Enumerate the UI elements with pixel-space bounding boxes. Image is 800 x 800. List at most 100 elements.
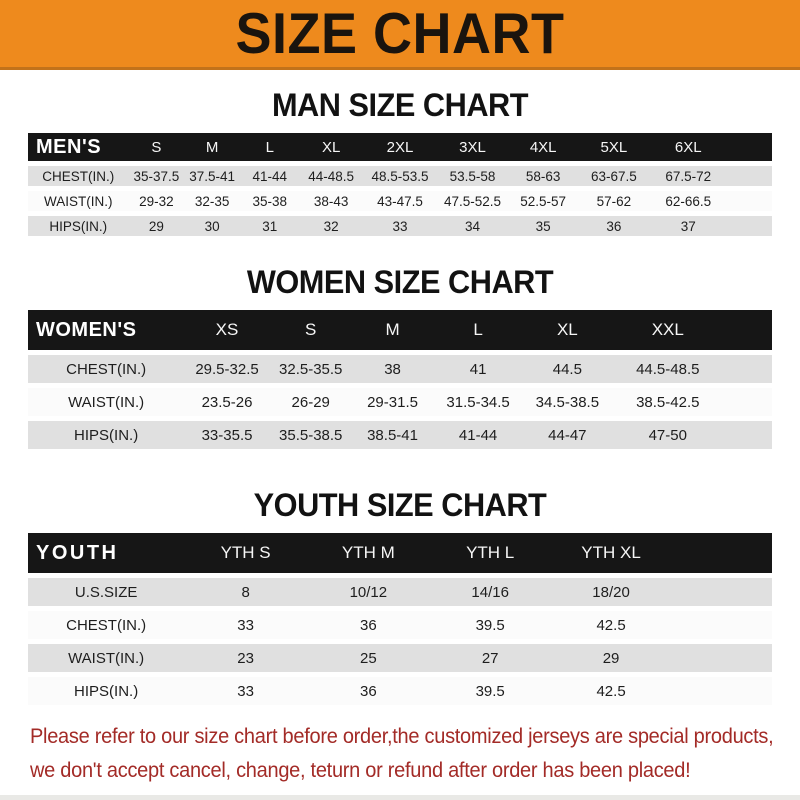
- size-value-cell: 8: [184, 578, 307, 606]
- measurement-label: HIPS(IN.): [28, 421, 185, 449]
- size-chart-banner: SIZE CHART: [0, 0, 800, 70]
- size-column-header: YTH S: [184, 533, 307, 573]
- size-value-cell: 42.5: [550, 611, 672, 639]
- size-value-cell: 41-44: [433, 421, 523, 449]
- size-value-cell: 67.5-72: [649, 166, 728, 186]
- size-column-header: L: [433, 310, 523, 350]
- measurement-row: CHEST(IN.) 29.5-32.5 32.5-35.5 38 41 44.5 44.5…: [28, 355, 772, 383]
- size-value-cell: 29-32: [128, 191, 185, 211]
- size-value-cell: 29-31.5: [351, 388, 434, 416]
- size-column-header: YTH XL: [550, 533, 672, 573]
- size-value-cell: 41-44: [240, 166, 300, 186]
- measurement-label: CHEST(IN.): [28, 355, 185, 383]
- size-value-cell: 35.5-38.5: [269, 421, 352, 449]
- measurement-label: WAIST(IN.): [28, 191, 129, 211]
- size-value-cell: 33: [184, 611, 307, 639]
- row-pad-cell: [723, 355, 772, 383]
- men-section: MAN SIZE CHART MEN'S S M L XL 2XL 3XL 4XL 5XL 6XL…: [0, 87, 800, 241]
- size-value-cell: 29: [128, 216, 185, 236]
- size-value-cell: 47-50: [611, 421, 724, 449]
- size-value-cell: 32.5-35.5: [269, 355, 352, 383]
- men-section-title: MAN SIZE CHART: [271, 87, 529, 123]
- bottom-edge-strip: [0, 795, 800, 800]
- measurement-label: WAIST(IN.): [28, 644, 185, 672]
- measurement-row: CHEST(IN.) 33 36 39.5 42.5: [28, 611, 772, 639]
- size-column-header: XS: [184, 310, 270, 350]
- size-value-cell: 29: [550, 644, 672, 672]
- measurement-label: U.S.SIZE: [28, 578, 185, 606]
- size-table-header-row: YOUTH YTH S YTH M YTH L YTH XL: [28, 533, 772, 573]
- size-column-header: 4XL: [507, 133, 579, 161]
- size-column-header: XXL: [611, 310, 724, 350]
- size-value-cell: 27: [429, 644, 551, 672]
- size-value-cell: 48.5-53.5: [362, 166, 438, 186]
- size-value-cell: 35: [507, 216, 579, 236]
- size-value-cell: 10/12: [306, 578, 430, 606]
- size-value-cell: 32: [299, 216, 363, 236]
- table-group-label: WOMEN'S: [28, 310, 185, 350]
- size-value-cell: 39.5: [429, 611, 551, 639]
- youth-size-table: YOUTH YTH S YTH M YTH L YTH XL U.S.SIZE 8 10/12…: [28, 528, 772, 710]
- youth-section: YOUTH SIZE CHART YOUTH YTH S YTH M YTH L YTH…: [0, 487, 800, 710]
- size-column-header: S: [128, 133, 185, 161]
- row-pad-cell: [671, 644, 772, 672]
- size-value-cell: 58-63: [507, 166, 579, 186]
- size-value-cell: 43-47.5: [362, 191, 438, 211]
- measurement-label: CHEST(IN.): [28, 166, 129, 186]
- size-value-cell: 44-47: [522, 421, 612, 449]
- measurement-label: WAIST(IN.): [28, 388, 185, 416]
- size-column-header: M: [184, 133, 241, 161]
- size-column-header: 5XL: [578, 133, 650, 161]
- table-group-label: MEN'S: [28, 133, 129, 161]
- size-value-cell: 36: [306, 677, 430, 705]
- size-value-cell: 34.5-38.5: [522, 388, 612, 416]
- size-column-header: YTH M: [306, 533, 430, 573]
- measurement-row: U.S.SIZE 8 10/12 14/16 18/20: [28, 578, 772, 606]
- size-value-cell: 36: [306, 611, 430, 639]
- size-value-cell: 31: [240, 216, 300, 236]
- disclaimer-line-2: we don't accept cancel, change, teturn o…: [30, 758, 691, 782]
- disclaimer: Please refer to our size chart before or…: [30, 724, 800, 783]
- size-value-cell: 23.5-26: [184, 388, 270, 416]
- disclaimer-line-1: Please refer to our size chart before or…: [30, 724, 774, 748]
- youth-section-title: YOUTH SIZE CHART: [253, 487, 547, 523]
- size-column-header: YTH L: [429, 533, 551, 573]
- size-value-cell: 30: [184, 216, 241, 236]
- size-column-header: 6XL: [649, 133, 728, 161]
- size-column-header: XL: [522, 310, 612, 350]
- banner-title: SIZE CHART: [235, 1, 565, 66]
- size-value-cell: 47.5-52.5: [437, 191, 508, 211]
- size-value-cell: 41: [433, 355, 523, 383]
- size-table-header-row: WOMEN'S XS S M L XL XXL: [28, 310, 772, 350]
- size-value-cell: 34: [437, 216, 508, 236]
- size-value-cell: 32-35: [184, 191, 241, 211]
- measurement-row: HIPS(IN.) 33-35.5 35.5-38.5 38.5-41 41-44 44-…: [28, 421, 772, 449]
- measurement-label: HIPS(IN.): [28, 677, 185, 705]
- row-pad-cell: [727, 191, 772, 211]
- size-column-header: XL: [299, 133, 363, 161]
- size-value-cell: 57-62: [578, 191, 650, 211]
- measurement-row: WAIST(IN.) 23 25 27 29: [28, 644, 772, 672]
- women-size-table: WOMEN'S XS S M L XL XXL CHEST(IN.) 29.5-32.5 32.5…: [28, 305, 772, 454]
- size-value-cell: 38.5-42.5: [611, 388, 724, 416]
- size-column-header: 3XL: [437, 133, 508, 161]
- size-column-header: M: [351, 310, 434, 350]
- measurement-label: CHEST(IN.): [28, 611, 185, 639]
- size-value-cell: 29.5-32.5: [184, 355, 270, 383]
- row-pad-cell: [671, 611, 772, 639]
- size-value-cell: 52.5-57: [507, 191, 579, 211]
- women-section: WOMEN SIZE CHART WOMEN'S XS S M L XL XXL CHEST(…: [0, 264, 800, 454]
- size-value-cell: 38-43: [299, 191, 363, 211]
- size-value-cell: 39.5: [429, 677, 551, 705]
- size-value-cell: 38: [351, 355, 434, 383]
- size-value-cell: 53.5-58: [437, 166, 508, 186]
- size-value-cell: 33: [184, 677, 307, 705]
- row-pad-cell: [723, 421, 772, 449]
- measurement-row: WAIST(IN.) 23.5-26 26-29 29-31.5 31.5-34.5 34…: [28, 388, 772, 416]
- table-group-label: YOUTH: [28, 533, 185, 573]
- header-pad-cell: [671, 533, 772, 573]
- size-column-header: 2XL: [362, 133, 438, 161]
- row-pad-cell: [723, 388, 772, 416]
- size-value-cell: 44.5: [522, 355, 612, 383]
